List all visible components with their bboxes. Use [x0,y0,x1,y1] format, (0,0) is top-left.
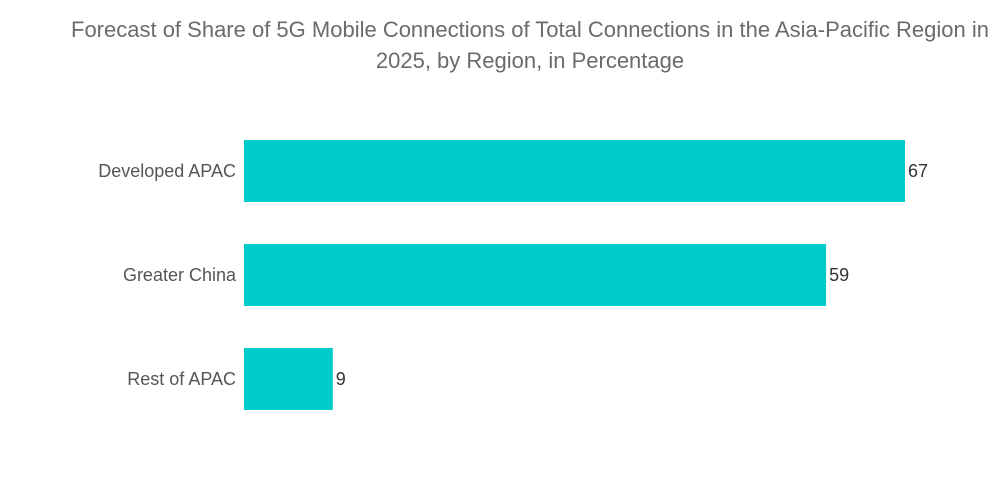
bar-greater-china [244,244,827,306]
value-label: 59 [829,265,849,285]
chart-title: Forecast of Share of 5G Mobile Connectio… [71,17,989,73]
bar-rest-of-apac [244,348,333,410]
category-label: Rest of APAC [127,369,236,389]
value-label: 67 [908,161,928,181]
category-label: Greater China [123,265,237,285]
value-label: 9 [336,369,346,389]
bar-developed-apac [244,140,905,202]
category-label: Developed APAC [98,161,236,181]
